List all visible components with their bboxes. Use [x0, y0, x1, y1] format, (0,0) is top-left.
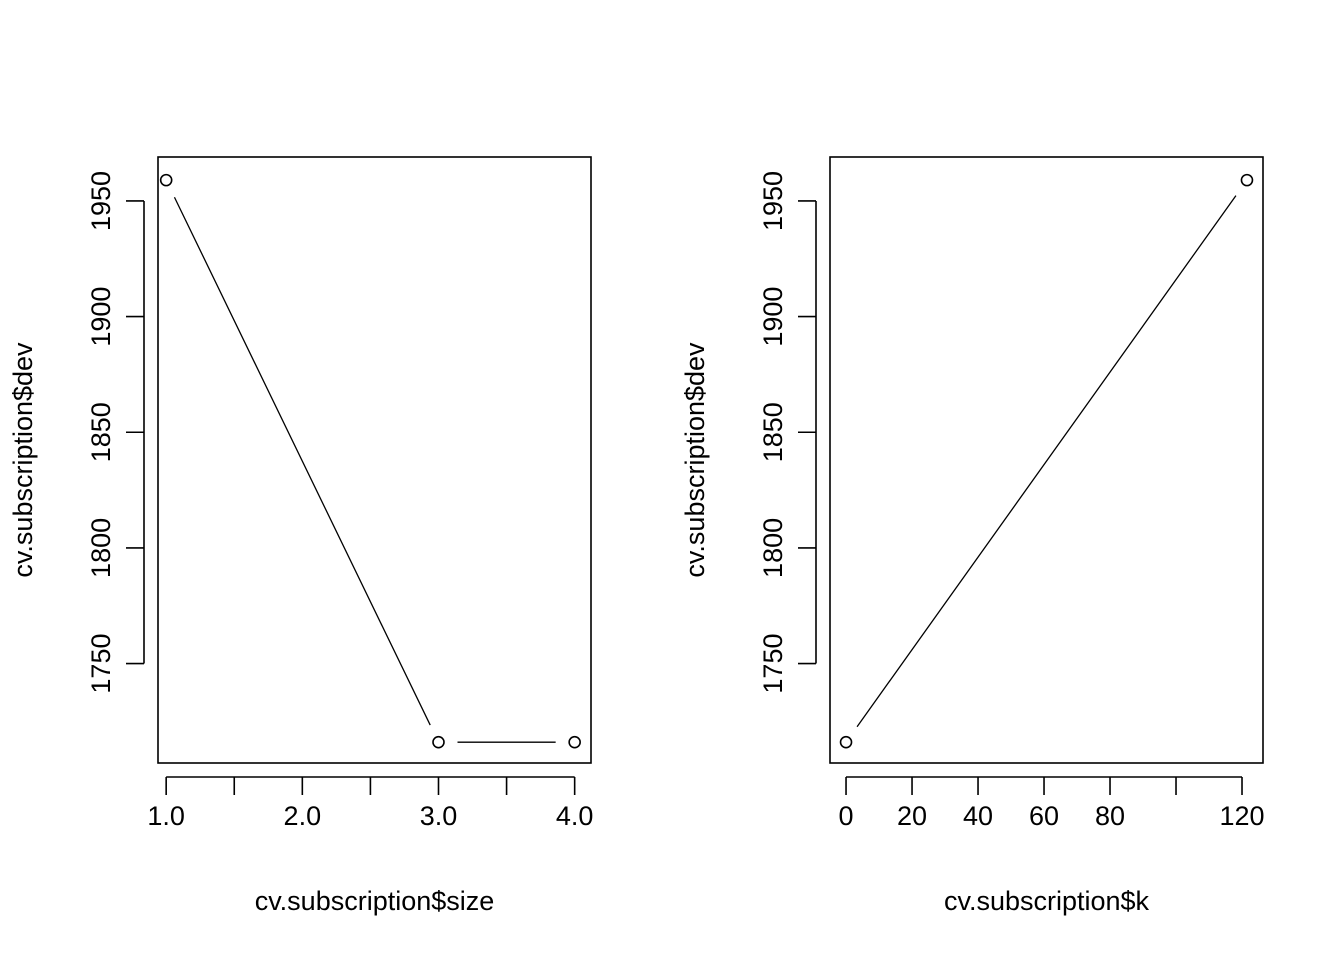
- x-tick-label: 120: [1219, 801, 1264, 831]
- y-tick-label: 1900: [758, 287, 788, 347]
- x-tick-label: 2.0: [284, 801, 322, 831]
- plot-frame: [157, 156, 592, 764]
- series-line-segment: [856, 195, 1237, 728]
- x-tick-label: 40: [963, 801, 993, 831]
- plot-panel-2: 0 20 40 60 80 120 1750 1800 1850 1900 1950 cv.subsc…: [680, 156, 1265, 916]
- y-tick-label: 1950: [86, 171, 116, 231]
- data-point: [1240, 173, 1254, 187]
- series-line-segment: [173, 196, 431, 726]
- x-axis-label: cv.subscription$k: [944, 886, 1150, 916]
- y-tick-label: 1900: [86, 287, 116, 347]
- y-axis-label: cv.subscription$dev: [8, 342, 38, 578]
- y-tick-label: 1950: [758, 171, 788, 231]
- y-tick-label: 1750: [758, 634, 788, 694]
- x-tick-label: 20: [897, 801, 927, 831]
- x-tick-label: 3.0: [420, 801, 458, 831]
- plot-frame: [829, 156, 1264, 764]
- data-point: [839, 735, 853, 749]
- x-tick-label: 0: [839, 801, 854, 831]
- y-tick-label: 1800: [758, 518, 788, 578]
- y-tick-label: 1750: [86, 634, 116, 694]
- data-point: [432, 735, 445, 749]
- x-tick-label: 1.0: [147, 801, 185, 831]
- y-tick-label: 1850: [758, 402, 788, 462]
- y-axis-label: cv.subscription$dev: [680, 342, 710, 578]
- data-point: [568, 735, 581, 749]
- x-axis-label: cv.subscription$size: [255, 886, 495, 916]
- x-tick-label: 60: [1029, 801, 1059, 831]
- y-tick-label: 1800: [86, 518, 116, 578]
- x-tick-label: 4.0: [556, 801, 594, 831]
- plot-panel-1: 1.0 2.0 3.0 4.0 1750 1800 1850 1900 1950 cv.subsc…: [8, 156, 594, 916]
- data-point: [159, 173, 173, 187]
- x-tick-label: 80: [1095, 801, 1125, 831]
- y-tick-label: 1850: [86, 402, 116, 462]
